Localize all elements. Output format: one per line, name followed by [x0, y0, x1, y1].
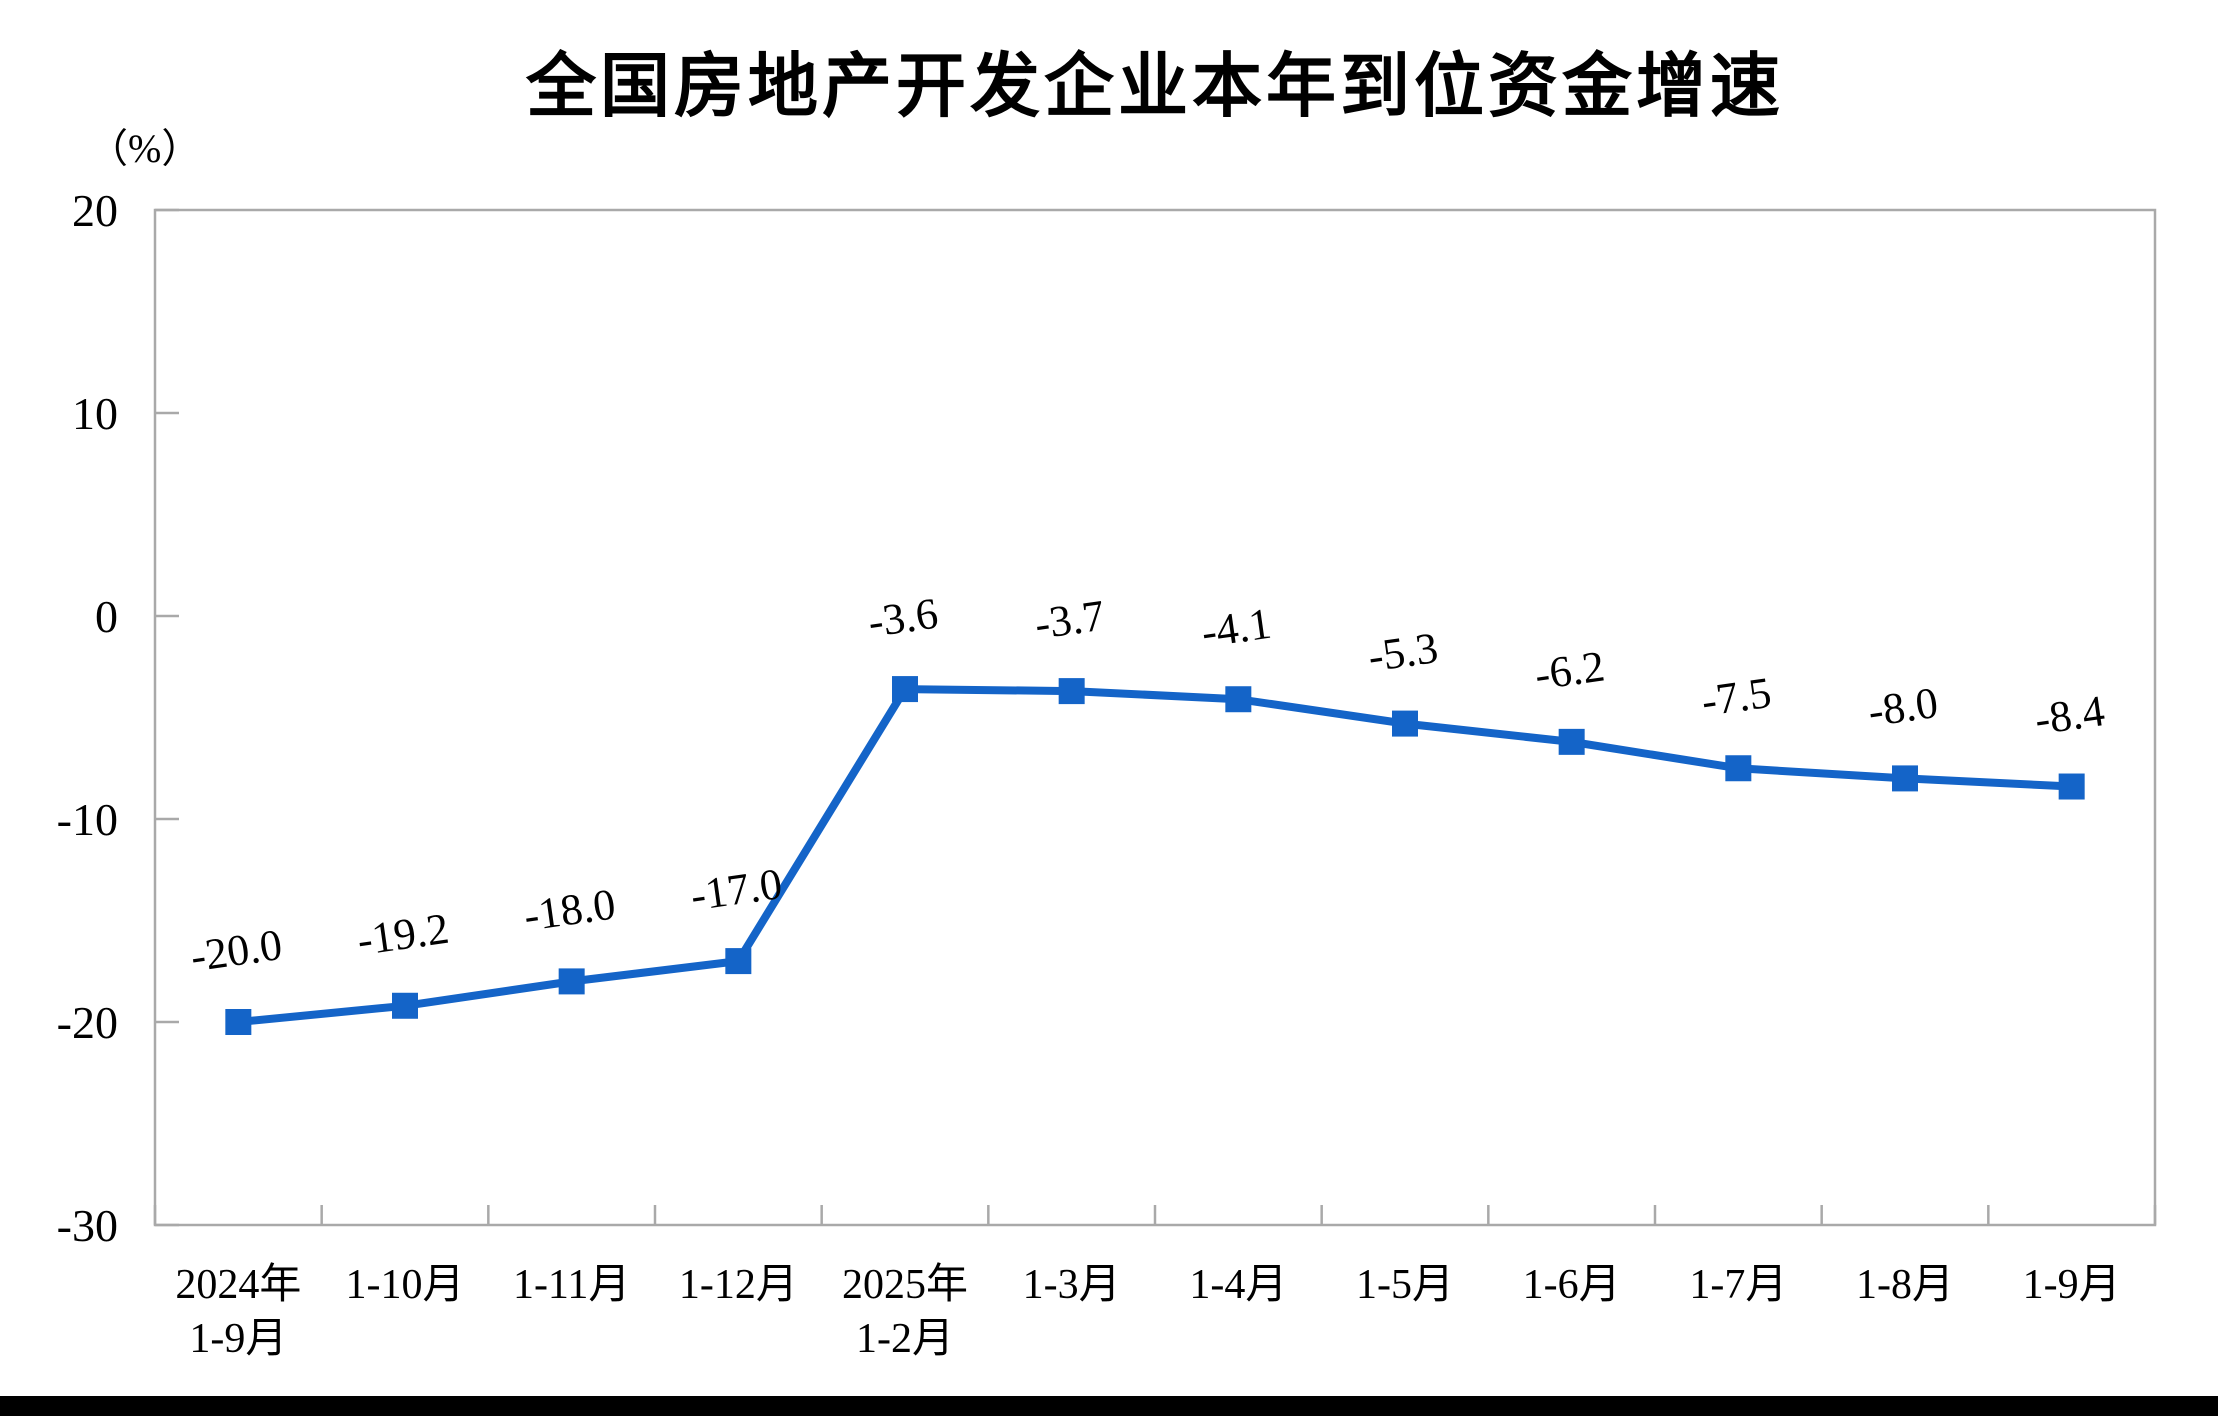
data-point-label: -8.0	[1865, 678, 1941, 736]
plot-border	[153, 208, 2157, 1227]
y-axis-tick-label: -30	[57, 1200, 118, 1251]
bottom-black-bar	[0, 1396, 2218, 1416]
data-point-marker	[225, 1009, 252, 1035]
data-point-marker	[725, 948, 752, 975]
data-point-marker	[1225, 686, 1252, 713]
x-axis-category-label: 1-11月	[513, 1262, 630, 1308]
data-point-marker	[392, 992, 418, 1019]
y-axis-tick-label: 0	[95, 591, 118, 642]
data-point-label: -3.6	[865, 589, 941, 647]
data-point-label: -7.5	[1698, 668, 1774, 726]
data-point-label: -18.0	[521, 879, 619, 940]
data-point-marker	[1058, 678, 1085, 705]
data-point-marker	[1725, 755, 1752, 782]
data-point-marker	[1892, 765, 1918, 792]
x-axis-category-label: 1-10月	[346, 1262, 465, 1308]
data-point-marker	[558, 968, 585, 995]
data-point-label: -19.2	[354, 904, 452, 965]
x-axis-category-label: 1-8月	[1856, 1262, 1954, 1308]
y-axis-tick-label: 10	[72, 388, 118, 439]
data-point-label: -5.3	[1365, 623, 1441, 681]
x-axis-category-label: 1-4月	[1189, 1262, 1287, 1308]
y-axis-tick-label: -10	[57, 794, 118, 845]
x-axis-category-label: 1-6月	[1523, 1262, 1621, 1308]
x-axis-category-label: 1-7月	[1689, 1262, 1787, 1308]
chart-title: 全国房地产开发企业本年到位资金增速	[526, 49, 1784, 126]
x-axis-category-label: 1-5月	[1356, 1262, 1454, 1308]
data-point-label: -3.7	[1032, 591, 1108, 649]
data-point-marker	[1392, 710, 1418, 737]
data-line	[237, 685, 2072, 1026]
data-point-label: -8.4	[2032, 686, 2108, 744]
data-point-label: -6.2	[1532, 641, 1608, 699]
y-axis-tick-label: -20	[57, 997, 118, 1048]
x-axis-category-label: 1-12月	[679, 1262, 798, 1308]
data-point-label: -20.0	[188, 920, 286, 981]
data-point-label: -4.1	[1198, 599, 1274, 657]
x-axis-category-label: 1-3月	[1023, 1262, 1121, 1308]
x-axis-category-label: 1-9月	[2023, 1262, 2121, 1308]
data-point-marker	[892, 676, 918, 703]
y-axis-unit-label: （%）	[88, 126, 202, 171]
data-point-marker	[2058, 773, 2085, 800]
y-axis-tick-label: 20	[72, 185, 118, 236]
data-point-marker	[1558, 728, 1585, 755]
x-axis-category-label: 2025年 1-2月	[842, 1261, 968, 1362]
x-axis-category-label: 2024年 1-9月	[175, 1261, 301, 1362]
